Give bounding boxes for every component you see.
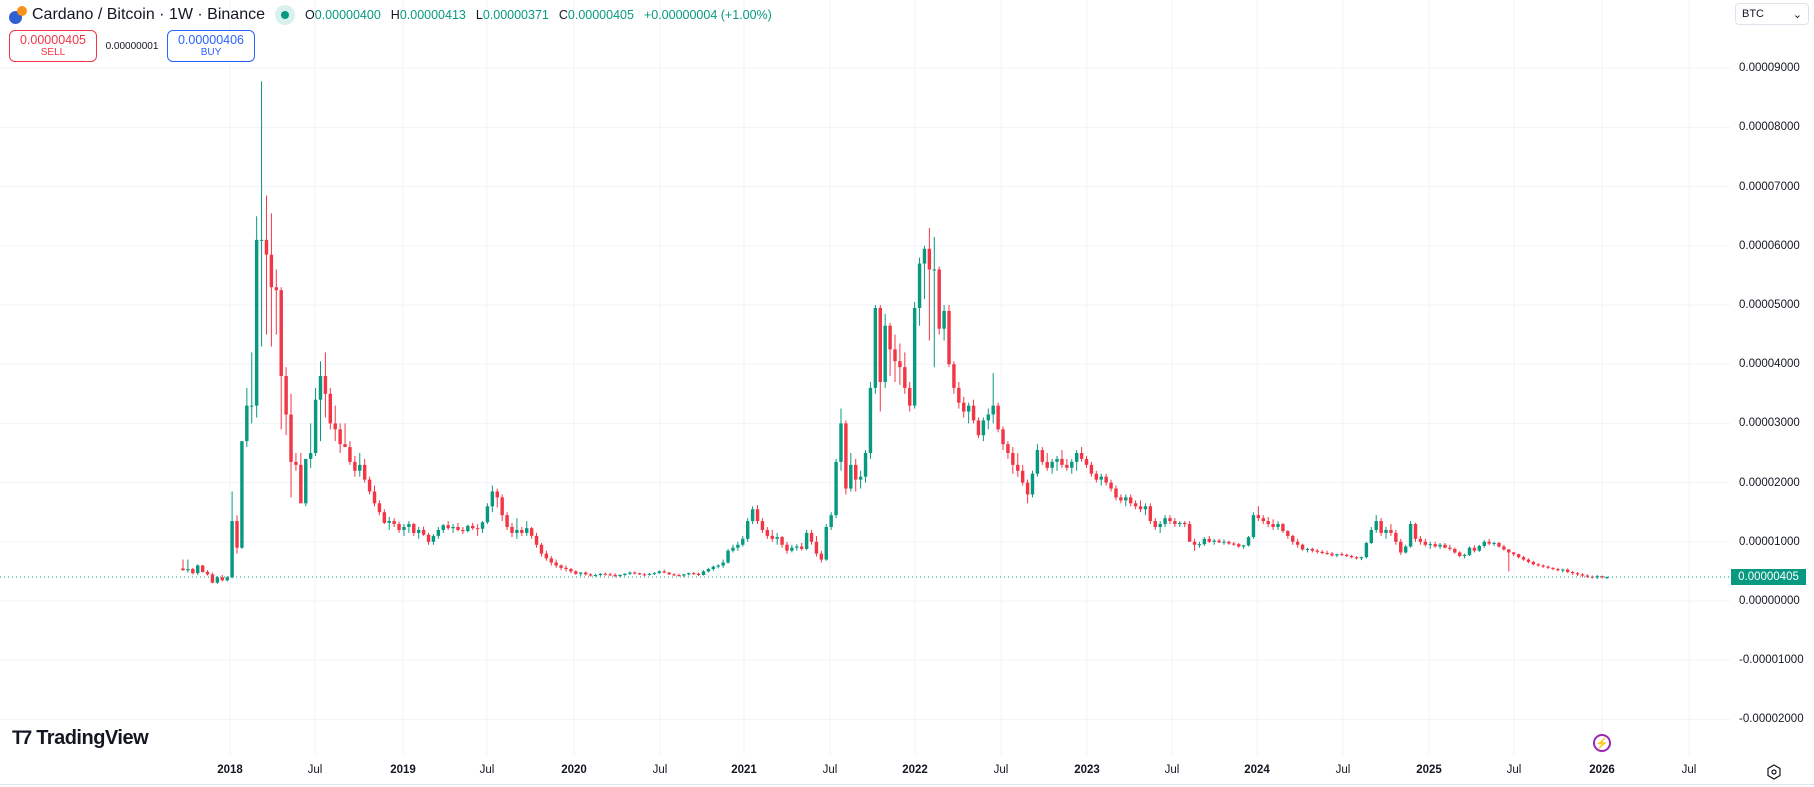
- spread-value: 0.00000001: [105, 40, 159, 52]
- price-tick-label: 0.00005000: [1739, 299, 1800, 311]
- time-tick-label: 2025: [1416, 764, 1442, 776]
- price-tick-label: 0.00004000: [1739, 358, 1800, 371]
- change-value: +0.00000004 (+1.00%): [643, 8, 772, 22]
- time-tick-label: Jul: [479, 764, 495, 776]
- sell-button[interactable]: 0.00000405 SELL: [9, 30, 97, 62]
- time-tick-label: Jul: [1681, 764, 1697, 776]
- open-value: 0.00000400: [314, 8, 381, 22]
- time-tick-label: Jul: [1335, 764, 1351, 776]
- time-tick-label: 2018: [217, 764, 243, 776]
- price-tick-label: 0.00003000: [1739, 417, 1800, 430]
- time-tick-label: 2023: [1074, 764, 1100, 776]
- price-tick-label: 0.00006000: [1739, 239, 1800, 252]
- lightning-event-icon[interactable]: ⚡: [1593, 734, 1611, 752]
- time-tick-label: Jul: [993, 764, 1009, 776]
- chevron-down-icon: ⌄: [1792, 8, 1802, 21]
- time-tick-label: 2026: [1589, 764, 1615, 776]
- currency-select[interactable]: BTC ⌄: [1735, 3, 1809, 25]
- close-value: 0.00000405: [567, 8, 634, 22]
- ohlc-values: O0.00000400 H0.00000413 L0.00000371 C0.0…: [305, 8, 772, 22]
- price-tick-label: 0.00000000: [1739, 595, 1800, 607]
- high-value: 0.00000413: [399, 8, 466, 22]
- time-tick-label: 2019: [390, 764, 416, 776]
- time-tick-label: 2022: [902, 764, 928, 776]
- time-tick-label: Jul: [822, 764, 838, 776]
- tradingview-logo[interactable]: T7 TradingView: [12, 727, 149, 749]
- time-tick-label: 2024: [1244, 764, 1270, 776]
- trade-buttons: 0.00000405 SELL 0.00000001 0.00000406 BU…: [9, 30, 255, 62]
- time-tick-label: Jul: [1506, 764, 1522, 776]
- time-tick-label: 2020: [561, 764, 587, 776]
- time-tick-label: Jul: [307, 764, 323, 776]
- last-price-tag: 0.00000405: [1731, 569, 1806, 586]
- tradingview-mark-icon: T7: [12, 727, 32, 749]
- time-tick-label: Jul: [652, 764, 668, 776]
- low-value: 0.00000371: [482, 8, 549, 22]
- symbol-title[interactable]: Cardano / Bitcoin · 1W · Binance: [32, 6, 265, 23]
- buy-button[interactable]: 0.00000406 BUY: [167, 30, 255, 62]
- time-tick-label: Jul: [1164, 764, 1180, 776]
- axis-divider: [0, 784, 1814, 785]
- price-tick-label: 0.00001000: [1739, 535, 1800, 548]
- market-status-icon[interactable]: [275, 5, 295, 25]
- price-tick-label: -0.00001000: [1739, 654, 1804, 667]
- price-tick-label: 0.00002000: [1739, 476, 1800, 489]
- chart-header: Cardano / Bitcoin · 1W · Binance O0.0000…: [8, 4, 772, 26]
- price-tick-label: 0.00007000: [1739, 180, 1800, 193]
- cardano-bitcoin-icon: [8, 5, 28, 25]
- settings-icon[interactable]: [1766, 764, 1782, 780]
- price-tick-label: 0.00008000: [1739, 121, 1800, 134]
- price-tick-label: 0.00009000: [1739, 62, 1800, 75]
- time-tick-label: 2021: [731, 764, 757, 776]
- price-tick-label: -0.00002000: [1739, 713, 1804, 726]
